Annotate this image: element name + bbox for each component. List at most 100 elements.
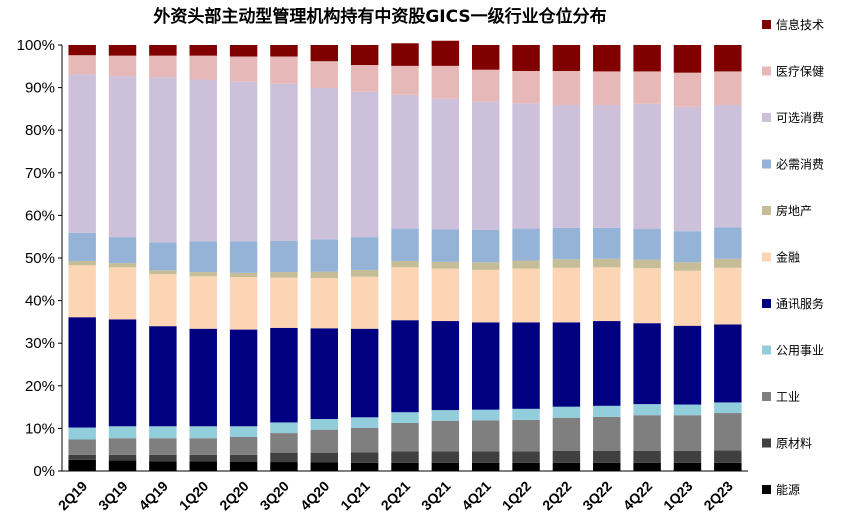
bar-segment [633, 415, 661, 451]
bar-segment [350, 328, 379, 418]
bar-segment [471, 101, 500, 230]
x-tick-label: 3Q22 [579, 478, 615, 514]
bar-segment [552, 417, 581, 451]
bar-segment [552, 105, 581, 228]
bar-segment [714, 105, 742, 228]
bar-segment [633, 268, 661, 324]
y-tick-label: 80% [25, 122, 55, 139]
y-tick-label: 100% [17, 37, 55, 54]
bar-segment [633, 404, 661, 416]
bar-segment [149, 270, 177, 275]
bar-segment [471, 409, 500, 421]
bar-segment [149, 274, 177, 327]
bar-segment [270, 272, 298, 278]
bar-segment [108, 237, 137, 264]
bar-segment [593, 105, 621, 228]
bar-segment [552, 322, 581, 407]
bar-segment [108, 267, 137, 320]
bar-segment [714, 462, 742, 471]
bar-segment [68, 439, 96, 455]
bar-segment [552, 70, 581, 106]
bar-segment [593, 45, 621, 72]
bar-segment [189, 55, 217, 80]
bar-segment [633, 450, 661, 463]
bar-segment [108, 45, 137, 56]
bar-segment [229, 81, 258, 242]
bar-segment [593, 321, 621, 406]
bar-segment [310, 88, 339, 240]
legend-label: 通讯服务 [776, 296, 824, 311]
bar-segment [391, 267, 419, 321]
bar-segment [270, 240, 298, 273]
bar-segment [270, 327, 298, 423]
bar-segment [149, 55, 177, 78]
bar-segment [431, 462, 460, 471]
bar-segment [189, 438, 217, 455]
bar-segment [512, 103, 540, 229]
bar-segment [189, 45, 217, 56]
bar-segment [270, 277, 298, 328]
bar-segment [270, 452, 298, 463]
legend-swatch [762, 392, 771, 401]
x-tick-label: 4Q19 [135, 478, 171, 514]
bar-segment [714, 227, 742, 259]
bar-segment [512, 462, 540, 471]
y-tick-label: 20% [25, 378, 55, 395]
x-tick-label: 1Q23 [660, 478, 696, 514]
bar-segment [633, 229, 661, 260]
bar-segment [229, 272, 258, 278]
bar-segment [391, 43, 419, 66]
y-tick-label: 30% [25, 335, 55, 352]
x-tick-label: 4Q20 [297, 478, 333, 514]
legend-label: 原材料 [776, 437, 812, 451]
bar-segment [270, 462, 298, 471]
y-tick-label: 0% [33, 463, 55, 480]
bar-segment [68, 55, 96, 75]
bar-segment [189, 328, 217, 427]
y-tick-label: 10% [25, 420, 55, 437]
bar-segment [229, 436, 258, 455]
bar-segment [270, 56, 298, 84]
bar-segment [229, 241, 258, 273]
bar-segment [471, 69, 500, 102]
bar-segment [310, 278, 339, 329]
bar-segment [108, 438, 137, 455]
bar-segment [552, 259, 581, 268]
bar-segment [229, 56, 258, 82]
bar-segment [431, 40, 460, 66]
legend-swatch [762, 299, 771, 308]
x-tick-label: 1Q20 [176, 478, 212, 514]
bar-segment [633, 323, 661, 405]
bar-segment [68, 45, 96, 56]
bar-segment [270, 45, 298, 57]
legend-label: 公用事业 [776, 344, 824, 358]
bar-segment [431, 410, 460, 421]
bar-segment [189, 426, 217, 439]
bar-segment [673, 462, 702, 471]
bar-segment [673, 450, 702, 463]
bar-segment [593, 71, 621, 106]
legend-swatch [762, 20, 771, 29]
bar-segment [229, 426, 258, 437]
bar-segment [512, 228, 540, 261]
legend-swatch [762, 159, 771, 169]
bar-segment [714, 45, 742, 72]
bar-segment [149, 426, 177, 439]
bar-segment [552, 45, 581, 71]
bar-segment [270, 422, 298, 434]
bar-segment [189, 454, 217, 462]
bar-segment [68, 459, 96, 471]
x-tick-label: 2Q20 [216, 478, 252, 514]
bar-segment [189, 276, 217, 329]
bar-segment [512, 45, 540, 71]
bar-segment [593, 267, 621, 322]
bar-segment [431, 268, 460, 322]
x-tick-label: 3Q21 [418, 478, 454, 514]
bar-segment [189, 461, 217, 471]
bar-segment [391, 65, 419, 95]
legend-swatch [762, 113, 771, 122]
bar-segment [512, 451, 540, 463]
bar-segment [512, 70, 540, 104]
bar-segment [310, 239, 339, 272]
